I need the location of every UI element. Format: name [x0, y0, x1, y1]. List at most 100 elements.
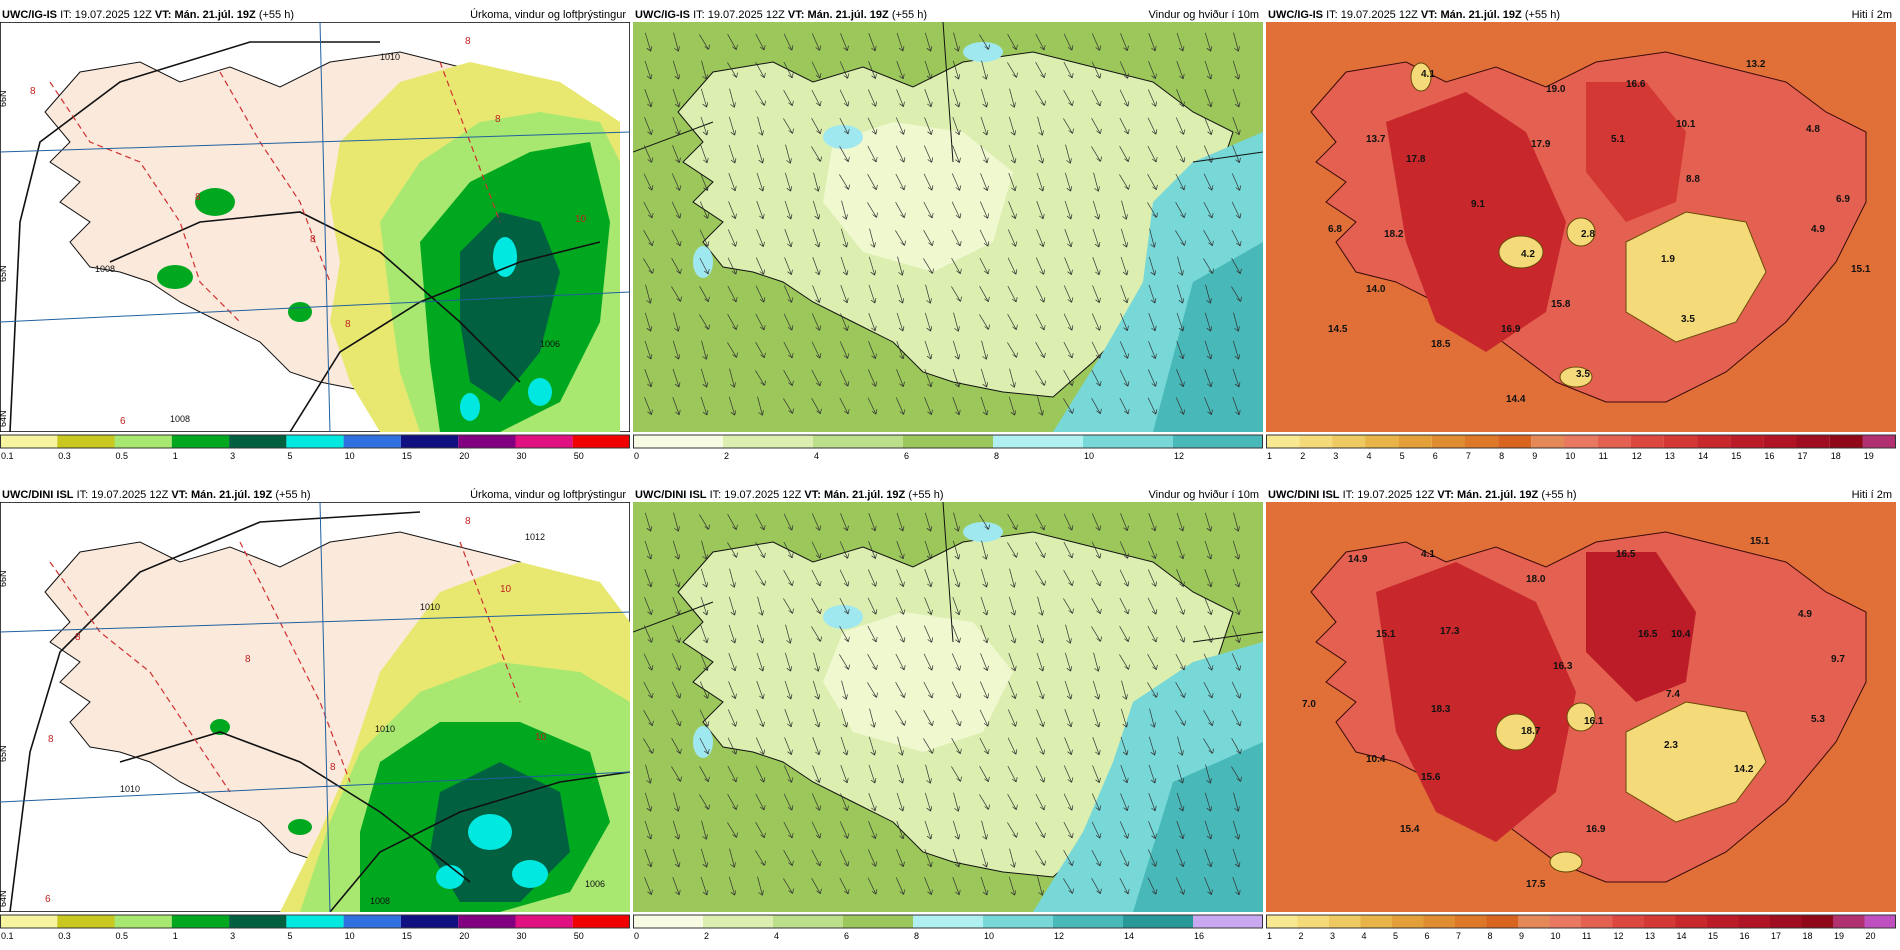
precip-map: 1010 1008 1006 1008 8 8 8 6 8 10 8 8 66N… — [0, 22, 630, 432]
wind-arrow — [1231, 681, 1242, 699]
wind-arrow — [979, 314, 990, 330]
wind-arrow — [839, 117, 850, 135]
wind-arrow — [924, 340, 933, 360]
panel-wind-dini-isl: UWC/DINI ISL IT: 19.07.2025 12Z VT: Mán.… — [633, 480, 1263, 950]
wind-arrow — [1035, 313, 1046, 331]
wind-arrow — [1007, 514, 1018, 531]
wind-arrow — [644, 512, 653, 532]
wind-arrow — [924, 849, 933, 868]
wind-arrow — [868, 821, 877, 839]
wind-arrow — [1008, 173, 1017, 192]
wind-arrow — [1064, 229, 1073, 248]
colorbar-swatch — [1730, 435, 1764, 448]
wind-arrow — [981, 340, 988, 360]
wind-arrow — [1203, 201, 1214, 219]
colorbar-label: 18 — [1831, 451, 1841, 461]
wind-arrow — [924, 877, 933, 895]
precip-map: 1012 1010 1010 1010 1008 1006 8 8 8 8 10… — [0, 502, 630, 912]
wind-arrow — [784, 229, 793, 248]
wind-arrow — [643, 201, 654, 219]
colorbar-label: 10 — [1551, 931, 1561, 941]
colorbar-swatch — [343, 915, 401, 928]
colorbar-label: 50 — [574, 451, 584, 461]
wind-arrow — [1175, 145, 1186, 163]
wind-arrow — [672, 340, 681, 360]
colorbar-label: 3 — [1333, 451, 1338, 461]
colorbar-label: 8 — [994, 451, 999, 461]
wind-arrow — [811, 513, 822, 531]
temperature-value: 15.1 — [1851, 264, 1871, 275]
colorbar-swatch — [1518, 915, 1550, 928]
wind-arrow — [1063, 33, 1074, 51]
precip-map-svg: 1012 1010 1010 1010 1008 1006 8 8 8 8 10… — [0, 502, 630, 912]
wind-arrow — [755, 342, 766, 359]
wind-arrow — [1035, 257, 1046, 275]
wind-arrow — [671, 201, 682, 219]
colorbar-swatch — [1398, 435, 1432, 448]
colorbar-label: 12 — [1632, 451, 1642, 461]
colorbar-label: 0.3 — [58, 451, 71, 461]
wind-arrow — [1147, 369, 1158, 387]
isobar-label: 1010 — [375, 724, 395, 734]
colorbar-label: 5 — [1393, 931, 1398, 941]
wind-arrow — [1009, 848, 1016, 868]
wind-arrow — [755, 313, 766, 331]
wind-arrow — [643, 145, 654, 163]
colorbar-swatch — [572, 435, 630, 448]
temperature-value: 16.9 — [1501, 324, 1521, 335]
wind-arrow — [811, 89, 822, 107]
wind-arrow — [924, 89, 933, 108]
wind-arrow — [1007, 229, 1018, 247]
wind-arrow — [672, 568, 681, 588]
colorbar-swatch — [1675, 915, 1707, 928]
colorbar-label: 13 — [1645, 931, 1655, 941]
wind-arrow — [1204, 792, 1213, 812]
temperature-value: 5.3 — [1811, 714, 1825, 725]
wind-arrow — [924, 60, 933, 80]
colorbar-label: 10 — [345, 931, 355, 941]
temperature-value: 15.1 — [1376, 629, 1396, 640]
wind-arrow — [644, 117, 653, 135]
wind-arrow — [1091, 341, 1102, 359]
wind-arrow — [728, 876, 737, 896]
wind-arrow — [1232, 340, 1241, 360]
wind-arrow — [1147, 625, 1158, 643]
wind-arrow — [1063, 541, 1074, 559]
colorbar-frame — [0, 914, 630, 929]
wind-arrow — [869, 708, 876, 728]
colorbar-label: 2 — [704, 931, 709, 941]
wind-arrow — [868, 341, 877, 359]
wind-arrow — [895, 117, 906, 135]
wind-arrow — [1064, 652, 1073, 672]
wind-arrow — [756, 201, 765, 220]
wind-arrow — [1204, 512, 1213, 532]
wind-arrow — [952, 60, 961, 80]
wind-arrow — [1035, 542, 1046, 559]
wind-arrow — [867, 877, 878, 895]
temperature-value: 3.5 — [1681, 314, 1695, 325]
wind-arrow — [896, 312, 905, 332]
wind-arrow — [811, 341, 822, 359]
wind-arrow — [951, 286, 962, 302]
wind-arrow — [1063, 821, 1074, 839]
wind-arrow — [701, 340, 708, 360]
wind-arrow — [1064, 172, 1073, 192]
temperature-value: 17.5 — [1526, 879, 1546, 890]
wind-arrow — [1147, 174, 1158, 191]
colorbar-swatch — [400, 435, 459, 448]
wind-arrow — [756, 229, 765, 247]
wind-arrow — [1205, 764, 1212, 784]
wind-arrow — [1008, 681, 1017, 699]
colorbar-svg: 1 2 3 4 5 6 7 8 9 10 11 12 13 14 15 16 17 18 19 — [1266, 434, 1896, 461]
wind-arrow — [1035, 850, 1046, 866]
wind-arrow — [727, 737, 738, 755]
wind-arrow — [867, 89, 878, 107]
colorbar-label: 12 — [1614, 931, 1624, 941]
wind-arrow — [924, 597, 933, 615]
wind-arrow — [699, 737, 710, 755]
wind-arrow — [981, 820, 988, 840]
wind-arrow — [1064, 200, 1073, 220]
colorbar-label: 14 — [1698, 451, 1708, 461]
wind-arrow — [867, 849, 878, 867]
